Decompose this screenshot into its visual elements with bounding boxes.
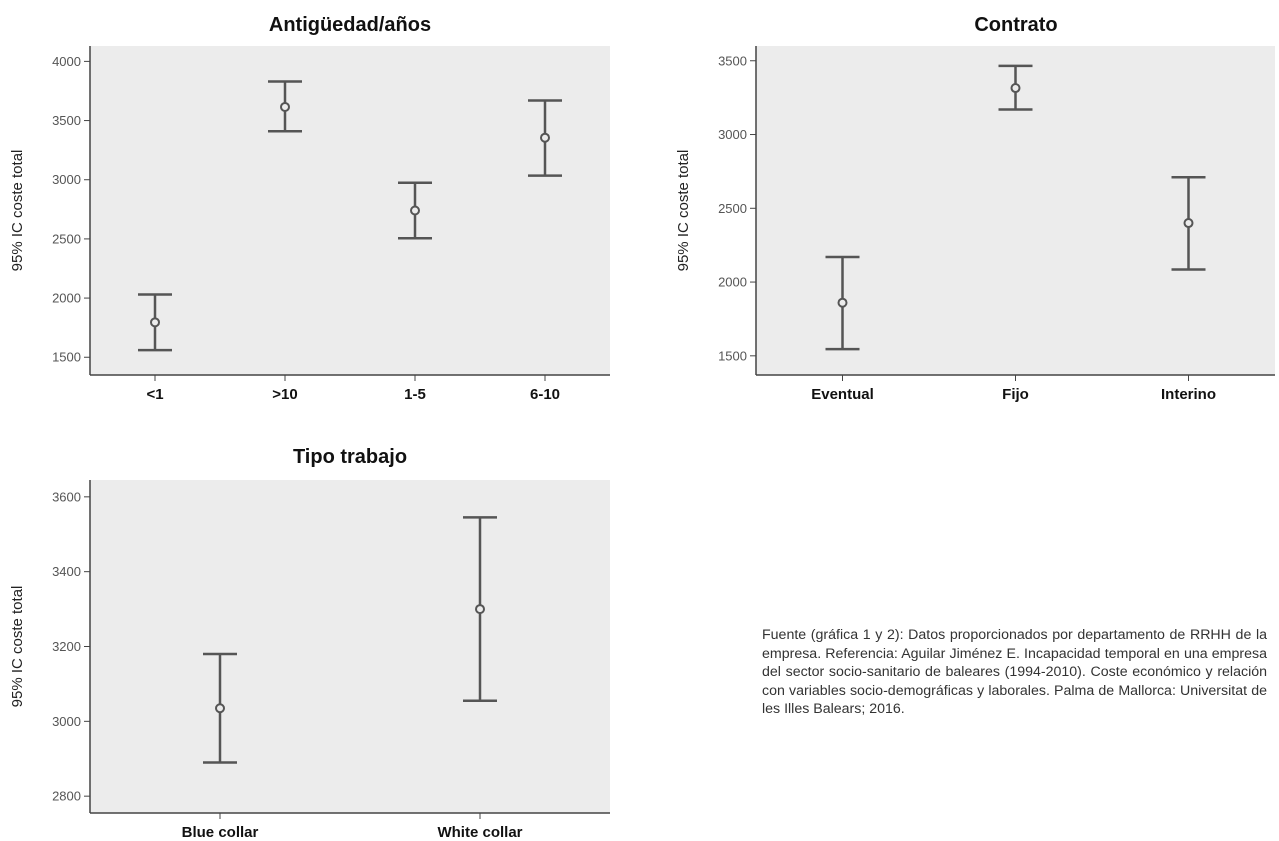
mean-point xyxy=(475,604,485,615)
x-tick-label: >10 xyxy=(272,386,297,403)
y-tick-label: 2000 xyxy=(52,291,81,306)
plot-area xyxy=(90,46,610,375)
y-axis-label: 95% IC coste total xyxy=(675,150,692,272)
y-tick-label: 3600 xyxy=(52,489,81,504)
source-note: Fuente (gráfica 1 y 2): Datos proporcion… xyxy=(762,627,1267,717)
y-tick-label: 3000 xyxy=(52,172,81,187)
chart-title: Tipo trabajo xyxy=(292,446,408,468)
plot-area xyxy=(90,480,610,813)
mean-point xyxy=(1183,218,1194,229)
mean-point xyxy=(837,297,848,308)
mean-point xyxy=(150,317,160,328)
y-tick-label: 3000 xyxy=(718,127,747,142)
y-tick-label: 2800 xyxy=(52,789,81,804)
x-tick-label: 6-10 xyxy=(530,386,560,403)
mean-point xyxy=(280,101,290,112)
y-tick-label: 3400 xyxy=(52,564,81,579)
y-tick-label: 3200 xyxy=(52,639,81,654)
y-tick-label: 4000 xyxy=(52,54,81,69)
y-tick-label: 3500 xyxy=(52,113,81,128)
mean-point xyxy=(1010,83,1021,94)
chart-title: Antigüedad/años xyxy=(268,14,432,36)
x-tick-label: <1 xyxy=(146,386,163,403)
x-tick-label: 1-5 xyxy=(404,386,426,403)
y-tick-label: 3500 xyxy=(718,53,747,68)
y-axis-label: 95% IC coste total xyxy=(9,150,26,272)
y-tick-label: 2000 xyxy=(718,275,747,290)
mean-point xyxy=(540,132,550,143)
y-tick-label: 1500 xyxy=(718,348,747,363)
x-tick-label: Eventual xyxy=(811,386,874,403)
x-tick-label: Blue collar xyxy=(182,824,259,841)
y-tick-label: 3000 xyxy=(52,714,81,729)
x-tick-label: Interino xyxy=(1161,386,1216,403)
chart-tipo-trabajo-plot: 2800 3000 3200 3400 3600 95% IC coste total Bl… xyxy=(9,480,610,841)
chart-contrato-plot: 1500 2000 2500 3000 3500 95% IC coste total Ev… xyxy=(675,46,1275,403)
chart-antiguedad-plot: 1500 2000 2500 3000 3500 4000 95% IC coste tot… xyxy=(9,46,610,403)
y-tick-label: 1500 xyxy=(52,350,81,365)
x-tick-label: Fijo xyxy=(1002,386,1029,403)
y-tick-label: 2500 xyxy=(52,231,81,246)
mean-point xyxy=(410,205,420,216)
x-tick-label: White collar xyxy=(437,824,522,841)
mean-point xyxy=(215,703,225,714)
y-tick-label: 2500 xyxy=(718,201,747,216)
chart-title: Contrato xyxy=(974,14,1058,36)
y-axis-label: 95% IC coste total xyxy=(9,586,26,708)
